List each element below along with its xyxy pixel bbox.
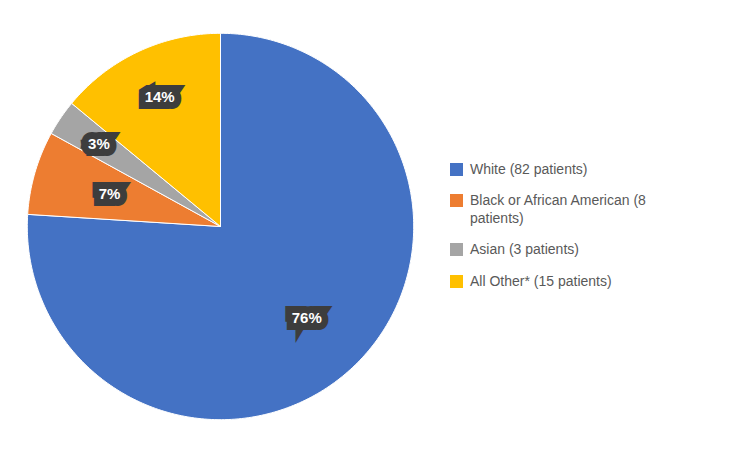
html-text:All Other* (15 patients): All Other* (15 patients) — [470, 272, 612, 289]
svg-text:7%: 7% — [99, 185, 121, 202]
html-text:White (82 patients): White (82 patients) — [470, 160, 588, 177]
svg-text:76%: 76% — [292, 309, 322, 326]
svg-text:3%: 3% — [88, 134, 110, 151]
svg-text:14%: 14% — [145, 88, 175, 105]
html-text:Black or African American (8 p: Black or African American (8 patients) — [470, 192, 646, 226]
html-text:Asian (3 patients): Asian (3 patients) — [470, 241, 579, 258]
